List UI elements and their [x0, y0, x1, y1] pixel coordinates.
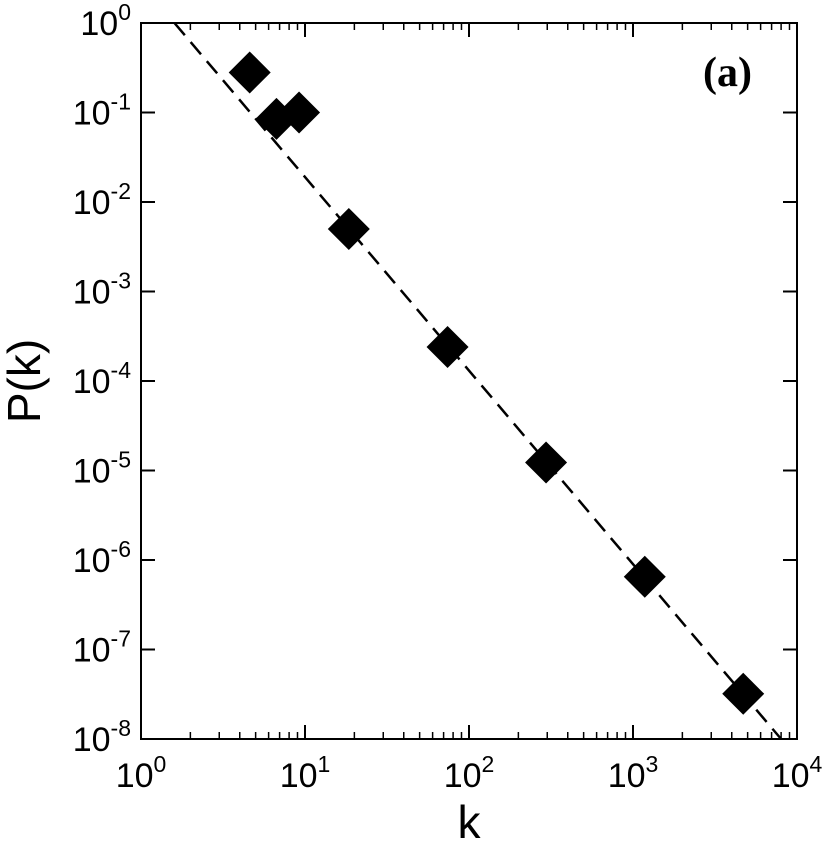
y-tick-label: 100: [80, 0, 131, 43]
data-point-diamond: [228, 51, 271, 94]
y-tick-label: 10-7: [73, 626, 131, 670]
fit-line-layer: [173, 22, 783, 740]
x-tick-label: 101: [280, 751, 331, 795]
y-tick-label: 10-8: [73, 715, 131, 759]
y-tick-label: 10-1: [73, 89, 131, 133]
y-tick-label: 10-2: [73, 178, 131, 222]
y-tick-label: 10-3: [73, 268, 131, 312]
x-axis-ticks: 100 101 102 103 104: [116, 23, 823, 795]
y-tick-label: 10-4: [73, 357, 131, 401]
data-point-diamond: [426, 325, 469, 368]
data-point-diamond: [525, 441, 568, 484]
data-point-diamond: [623, 555, 666, 598]
y-tick-label: 10-6: [73, 536, 131, 580]
power-law-fit-line: [173, 22, 783, 740]
x-axis-title: k: [458, 796, 482, 842]
panel-label: (a): [703, 50, 752, 96]
y-axis-ticks: 100 10-1 10-2 10-3 10-4 10-5 10-6 10-7 10-8: [73, 0, 797, 759]
y-tick-label: 10-5: [73, 447, 131, 491]
x-tick-label: 104: [772, 751, 823, 795]
x-tick-label: 102: [444, 751, 495, 795]
data-point-diamond: [722, 672, 765, 715]
x-tick-label: 100: [116, 751, 167, 795]
x-tick-label: 103: [608, 751, 659, 795]
y-axis-title: P(k): [0, 339, 50, 423]
data-point-diamond: [278, 91, 321, 134]
plot-area-frame: [140, 22, 798, 740]
data-point-diamond: [327, 207, 370, 250]
data-points-layer: [228, 51, 765, 715]
